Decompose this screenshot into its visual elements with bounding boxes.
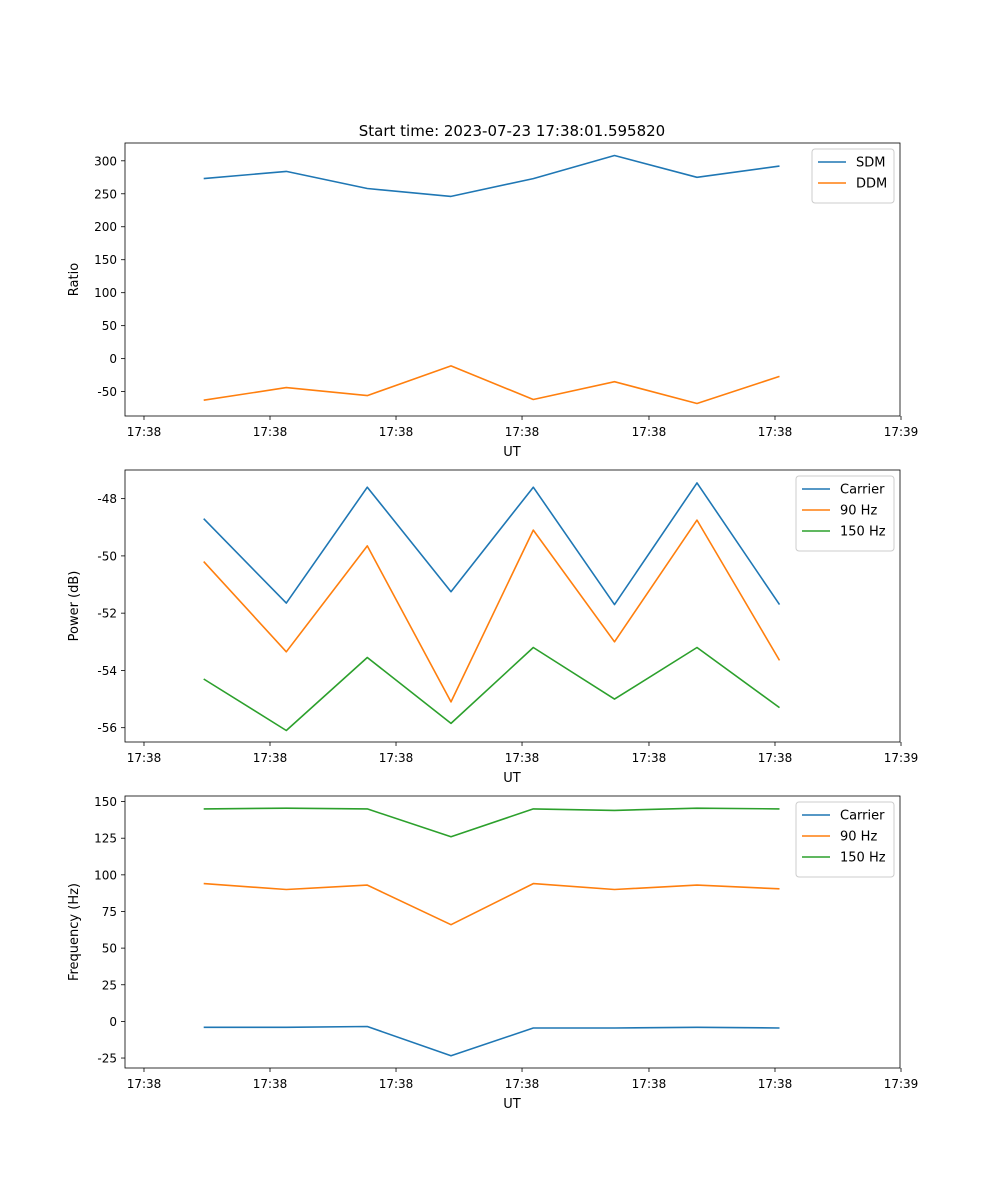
y-tick-label: 100: [94, 286, 117, 300]
y-tick-label: 50: [102, 319, 117, 333]
y-tick-label: 150: [94, 795, 117, 809]
x-tick-label: 17:38: [505, 1077, 540, 1091]
x-tick-label: 17:38: [632, 1077, 667, 1091]
y-tick-label: -50: [97, 385, 117, 399]
x-tick-label: 17:38: [379, 425, 414, 439]
legend-label: 90 Hz: [840, 504, 877, 519]
y-tick-label: 100: [94, 868, 117, 882]
x-axis-label: UT: [503, 1097, 521, 1112]
subplot-3: 17:38 17:38 17:38 17:38 17:38 17:38 17:39 UT -25…: [67, 795, 918, 1112]
legend-box: [795, 801, 895, 878]
legend-label: SDM: [856, 156, 885, 171]
x-tick-label: 17:38: [758, 751, 793, 765]
y-tick-label: -25: [97, 1052, 117, 1066]
x-tick-label: 17:38: [127, 751, 162, 765]
legend-label: 90 Hz: [840, 830, 877, 845]
subplots: 17:38 17:38 17:38 17:38 17:38 17:38 17:39 UT -50…: [67, 142, 919, 1112]
legend: Carrier 90 Hz 150 Hz: [795, 475, 895, 552]
series-line-90-hz: [203, 519, 781, 703]
y-tick-label: -48: [97, 492, 117, 506]
x-tick-label: 17:38: [758, 425, 793, 439]
legend: Carrier 90 Hz 150 Hz: [795, 801, 895, 878]
subplot-2: 17:38 17:38 17:38 17:38 17:38 17:38 17:39 UT -56…: [67, 469, 919, 786]
y-tick-label: 25: [102, 978, 117, 992]
x-tick-label: 17:38: [379, 751, 414, 765]
x-tick-label: 17:38: [379, 1077, 414, 1091]
x-tick-label: 17:38: [253, 425, 288, 439]
x-axis-label: UT: [503, 445, 521, 460]
x-tick-label: 17:38: [253, 751, 288, 765]
series-line-carrier: [203, 482, 781, 606]
x-tick-label: 17:39: [884, 1077, 919, 1091]
x-tick-label: 17:38: [127, 425, 162, 439]
legend: SDM DDM: [811, 148, 895, 204]
series-line-90-hz: [203, 882, 780, 926]
y-tick-label: -54: [97, 664, 117, 678]
y-tick-label: 125: [94, 832, 117, 846]
legend-label: 150 Hz: [840, 525, 886, 540]
y-axis-label: Ratio: [67, 263, 82, 296]
y-tick-label: -52: [97, 607, 117, 621]
y-tick-label: 200: [94, 220, 117, 234]
x-tick-label: 17:39: [884, 425, 919, 439]
y-tick-label: 0: [109, 1015, 117, 1029]
x-tick-label: 17:38: [505, 425, 540, 439]
y-axis-label: Power (dB): [67, 571, 82, 642]
x-tick-label: 17:38: [632, 425, 667, 439]
legend-label: 150 Hz: [840, 851, 886, 866]
y-tick-label: 75: [102, 905, 117, 919]
x-tick-label: 17:38: [127, 1077, 162, 1091]
axes-frame: [124, 469, 901, 743]
legend-label: DDM: [856, 177, 887, 192]
series-line-ddm: [203, 365, 780, 405]
y-axis-label: Frequency (Hz): [67, 883, 82, 981]
legend-box: [795, 475, 895, 552]
series-line-150-hz: [203, 807, 780, 838]
figure-title: Start time: 2023-07-23 17:38:01.595820: [359, 122, 665, 140]
axes-frame: [124, 795, 901, 1069]
x-tick-label: 17:39: [884, 751, 919, 765]
series-line-carrier: [203, 1025, 780, 1057]
y-tick-label: -56: [97, 721, 117, 735]
subplot-1: 17:38 17:38 17:38 17:38 17:38 17:38 17:39 UT -50…: [67, 142, 919, 460]
series-line-150-hz: [203, 646, 780, 732]
x-axis-label: UT: [503, 771, 521, 786]
x-tick-label: 17:38: [632, 751, 667, 765]
y-tick-label: 300: [94, 154, 117, 168]
y-tick-label: -50: [97, 549, 117, 563]
legend-label: Carrier: [840, 483, 885, 498]
y-tick-label: 50: [102, 942, 117, 956]
x-tick-label: 17:38: [253, 1077, 288, 1091]
legend-label: Carrier: [840, 809, 885, 824]
axes-frame: [124, 142, 901, 417]
y-tick-label: 0: [109, 352, 117, 366]
series-line-sdm: [203, 154, 780, 198]
x-tick-label: 17:38: [758, 1077, 793, 1091]
x-tick-label: 17:38: [505, 751, 540, 765]
y-tick-label: 150: [94, 253, 117, 267]
y-tick-label: 250: [94, 187, 117, 201]
